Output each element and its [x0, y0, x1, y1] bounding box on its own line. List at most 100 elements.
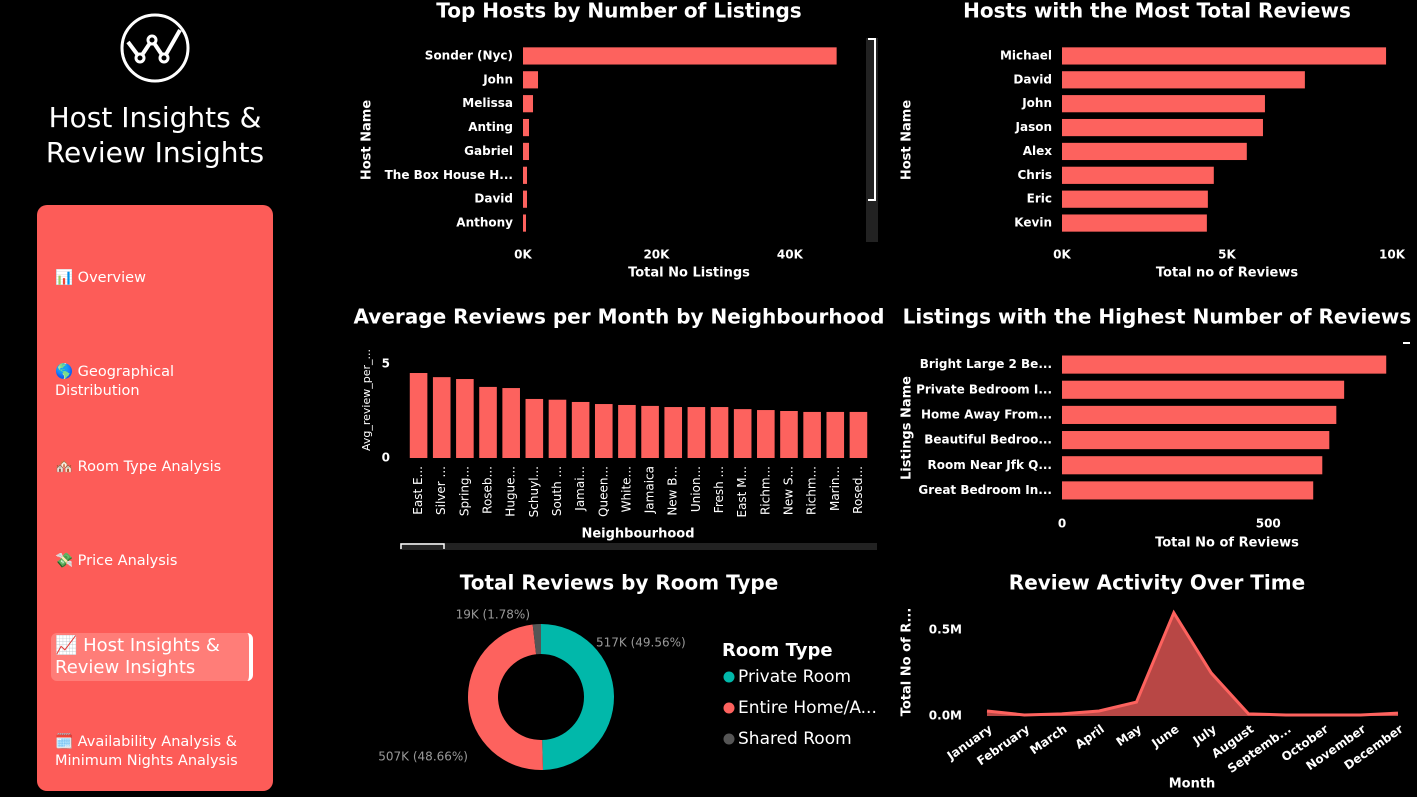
chart-title: Average Reviews per Month by Neighbourho… — [354, 305, 885, 329]
bar — [523, 166, 528, 184]
nav-item[interactable]: 💸 Price Analysis — [55, 553, 178, 569]
donut-slice — [467, 624, 543, 771]
bar — [409, 373, 428, 458]
bar — [456, 379, 474, 458]
bar — [687, 407, 706, 458]
chart-title: Total Reviews by Room Type — [460, 571, 779, 595]
y-axis-title: Listings Name — [900, 376, 915, 480]
nav-item[interactable]: 🗓️ Availability Analysis & Minimum Night… — [55, 734, 238, 769]
bar — [1062, 166, 1214, 184]
y-tick-label: Eric — [1027, 192, 1052, 206]
y-tick-label: Kevin — [1014, 216, 1052, 230]
x-tick-label: Roseb... — [481, 466, 495, 514]
bar — [1062, 47, 1387, 65]
x-tick-label: Union... — [689, 466, 703, 512]
nav-item[interactable]: 📈 Host Insights & Review Insights — [51, 633, 253, 681]
y-tick-label: John — [1021, 96, 1052, 110]
y-tick-label: Private Bedroom I... — [916, 382, 1052, 396]
x-tick-label: South ... — [550, 466, 564, 516]
bar — [1062, 405, 1337, 424]
x-tick-label: April — [1073, 722, 1107, 752]
x-axis-title: Total no of Reviews — [1156, 266, 1298, 281]
line — [986, 609, 1399, 717]
x-axis-title: Neighbourhood — [581, 527, 694, 542]
bar — [594, 404, 613, 458]
data-label: 19K (1.78%) — [456, 608, 530, 622]
y-tick-label: John — [482, 72, 513, 86]
y-axis-title: Total No of R... — [900, 608, 915, 717]
nav-item[interactable]: 🏘️ Room Type Analysis — [55, 459, 222, 475]
y-tick-label: Alex — [1023, 144, 1053, 158]
x-tick-label: Jamai... — [573, 466, 587, 512]
bar — [641, 405, 659, 458]
legend-marker — [723, 733, 735, 745]
bar — [1062, 190, 1208, 208]
sidebar-title: Host Insights & Review Insights — [45, 101, 265, 169]
y-tick-label: Chris — [1017, 168, 1052, 182]
bar — [1062, 214, 1207, 232]
bar — [1062, 380, 1345, 399]
x-tick-label: 0K — [514, 248, 532, 262]
chart-title: Listings with the Highest Number of Revi… — [903, 305, 1412, 329]
donut-slice — [541, 624, 615, 770]
bar — [618, 404, 636, 458]
bar — [1062, 71, 1305, 89]
nav-item[interactable]: 📊 Overview — [55, 270, 146, 286]
bar — [1062, 481, 1314, 500]
x-tick-label: Queen... — [596, 466, 610, 517]
y-tick-label: Anthony — [456, 216, 513, 230]
y-tick-label: Sonder (Nyc) — [425, 48, 513, 62]
x-axis-title: Month — [1169, 777, 1216, 792]
bar — [479, 386, 497, 458]
legend-label: Shared Room — [738, 729, 852, 749]
bar — [1062, 355, 1387, 374]
y-tick-label: Beautiful Bedroo... — [924, 433, 1052, 447]
bar — [523, 190, 528, 208]
y-tick-label: Room Near Jfk Q... — [927, 458, 1052, 472]
bar — [1062, 431, 1330, 450]
x-tick-label: Jamaica — [643, 466, 657, 514]
bar — [1062, 456, 1323, 475]
x-tick-label: 500 — [1256, 517, 1281, 531]
x-tick-label: Richm... — [805, 466, 819, 515]
bar — [523, 71, 539, 89]
bar — [664, 407, 683, 458]
x-tick-label: Hugue... — [504, 466, 518, 517]
bar — [502, 388, 520, 458]
x-tick-label: 10K — [1379, 248, 1406, 262]
x-tick-label: 40K — [777, 248, 804, 262]
donut-slice — [532, 624, 541, 655]
x-tick-label: Schuyl... — [527, 466, 541, 517]
bar — [432, 377, 451, 458]
y-axis-title: Avg_review_per_... — [360, 349, 373, 451]
data-label: 517K (49.56%) — [596, 636, 686, 650]
x-tick-label: Rosed... — [851, 466, 865, 514]
chart-title: Top Hosts by Number of Listings — [436, 0, 801, 23]
y-tick-label: 0 — [382, 451, 390, 465]
x-tick-label: June — [1148, 722, 1181, 751]
bar — [780, 410, 798, 458]
bar — [523, 118, 530, 137]
x-tick-label: White... — [619, 466, 633, 512]
x-tick-label: Marin... — [828, 466, 842, 511]
x-tick-label: New B... — [666, 466, 680, 516]
bar — [757, 410, 775, 458]
x-tick-label: Silver ... — [434, 466, 448, 515]
bar — [523, 214, 527, 232]
y-tick-label: Gabriel — [464, 144, 513, 158]
nav-panel: 📊 Overview 🌎 Geographical Distribution 🏘️ … — [37, 205, 273, 791]
data-label: 507K (48.66%) — [378, 750, 468, 764]
bar — [710, 407, 729, 458]
legend-label: Private Room — [738, 667, 851, 687]
y-axis-title: Host Name — [360, 100, 375, 180]
x-tick-label: 0 — [1058, 517, 1066, 531]
legend-label: Entire Home/A... — [738, 698, 877, 718]
chart-title: Hosts with the Most Total Reviews — [963, 0, 1351, 23]
nav-item[interactable]: 🌎 Geographical Distribution — [55, 364, 175, 399]
chart-title: Review Activity Over Time — [1009, 571, 1305, 595]
bar — [733, 409, 752, 458]
y-tick-label: Great Bedroom In... — [918, 483, 1052, 497]
legend-title: Room Type — [722, 640, 833, 661]
